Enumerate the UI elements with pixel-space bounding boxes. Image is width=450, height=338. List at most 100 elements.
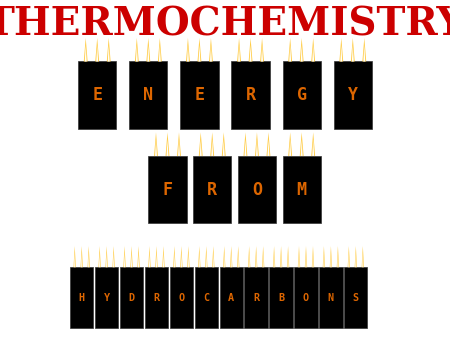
Polygon shape (212, 246, 215, 267)
Polygon shape (248, 246, 250, 267)
Text: F: F (162, 180, 172, 199)
Polygon shape (166, 132, 169, 156)
Polygon shape (230, 246, 232, 267)
FancyBboxPatch shape (244, 267, 268, 328)
Polygon shape (188, 252, 189, 267)
Polygon shape (351, 38, 355, 62)
Polygon shape (250, 45, 252, 62)
Text: N: N (328, 292, 334, 303)
Polygon shape (266, 132, 270, 156)
Polygon shape (348, 246, 350, 267)
FancyBboxPatch shape (270, 267, 293, 328)
Polygon shape (131, 252, 132, 267)
Polygon shape (186, 38, 190, 62)
Polygon shape (137, 246, 140, 267)
Polygon shape (181, 252, 182, 267)
Polygon shape (355, 246, 357, 267)
Polygon shape (200, 139, 202, 156)
FancyBboxPatch shape (95, 267, 118, 328)
Polygon shape (156, 252, 157, 267)
Polygon shape (135, 38, 139, 62)
Polygon shape (260, 38, 264, 62)
Polygon shape (148, 246, 151, 267)
Polygon shape (339, 38, 343, 62)
Polygon shape (105, 246, 108, 267)
FancyBboxPatch shape (283, 156, 321, 223)
Polygon shape (81, 252, 82, 267)
FancyBboxPatch shape (170, 267, 193, 328)
Text: N: N (143, 86, 153, 104)
Text: E: E (92, 86, 102, 104)
Polygon shape (300, 38, 304, 62)
Polygon shape (84, 38, 88, 62)
Text: C: C (203, 292, 209, 303)
Polygon shape (256, 252, 257, 267)
Polygon shape (198, 246, 201, 267)
Polygon shape (288, 38, 292, 62)
Polygon shape (210, 45, 212, 62)
Text: O: O (252, 180, 262, 199)
FancyBboxPatch shape (70, 267, 93, 328)
Polygon shape (248, 252, 250, 267)
Polygon shape (280, 246, 282, 267)
FancyBboxPatch shape (231, 62, 270, 129)
Polygon shape (88, 246, 90, 267)
Polygon shape (174, 252, 175, 267)
Polygon shape (213, 252, 214, 267)
Polygon shape (312, 139, 314, 156)
FancyBboxPatch shape (129, 62, 167, 129)
Polygon shape (300, 132, 304, 156)
Polygon shape (222, 132, 225, 156)
FancyBboxPatch shape (78, 62, 117, 129)
Polygon shape (187, 246, 189, 267)
Polygon shape (267, 139, 270, 156)
Polygon shape (289, 45, 291, 62)
Polygon shape (362, 252, 364, 267)
Text: O: O (303, 292, 309, 303)
Polygon shape (348, 252, 349, 267)
FancyBboxPatch shape (120, 267, 143, 328)
FancyBboxPatch shape (180, 62, 219, 129)
Polygon shape (237, 246, 239, 267)
Polygon shape (312, 252, 314, 267)
Polygon shape (198, 38, 201, 62)
Polygon shape (158, 38, 162, 62)
Polygon shape (147, 45, 149, 62)
Polygon shape (238, 252, 239, 267)
Polygon shape (273, 246, 275, 267)
Polygon shape (155, 246, 158, 267)
Polygon shape (159, 45, 161, 62)
Polygon shape (136, 45, 138, 62)
Polygon shape (95, 38, 99, 62)
Polygon shape (262, 252, 264, 267)
Polygon shape (81, 246, 83, 267)
Polygon shape (256, 139, 258, 156)
Text: R: R (246, 86, 256, 104)
FancyBboxPatch shape (145, 267, 168, 328)
Text: O: O (178, 292, 184, 303)
Text: E: E (194, 86, 204, 104)
Polygon shape (298, 252, 300, 267)
Polygon shape (312, 45, 314, 62)
Polygon shape (210, 132, 214, 156)
Polygon shape (180, 246, 183, 267)
Polygon shape (244, 139, 247, 156)
Polygon shape (238, 45, 240, 62)
Polygon shape (187, 45, 189, 62)
Text: G: G (297, 86, 307, 104)
Polygon shape (198, 45, 200, 62)
Polygon shape (355, 252, 356, 267)
Polygon shape (206, 252, 207, 267)
Polygon shape (249, 38, 252, 62)
Polygon shape (288, 132, 292, 156)
FancyBboxPatch shape (238, 156, 276, 223)
Polygon shape (311, 38, 315, 62)
Polygon shape (106, 252, 107, 267)
FancyBboxPatch shape (283, 62, 321, 129)
Polygon shape (154, 132, 158, 156)
Polygon shape (96, 45, 98, 62)
Polygon shape (243, 132, 248, 156)
Polygon shape (261, 45, 263, 62)
Polygon shape (88, 252, 89, 267)
Polygon shape (337, 246, 339, 267)
